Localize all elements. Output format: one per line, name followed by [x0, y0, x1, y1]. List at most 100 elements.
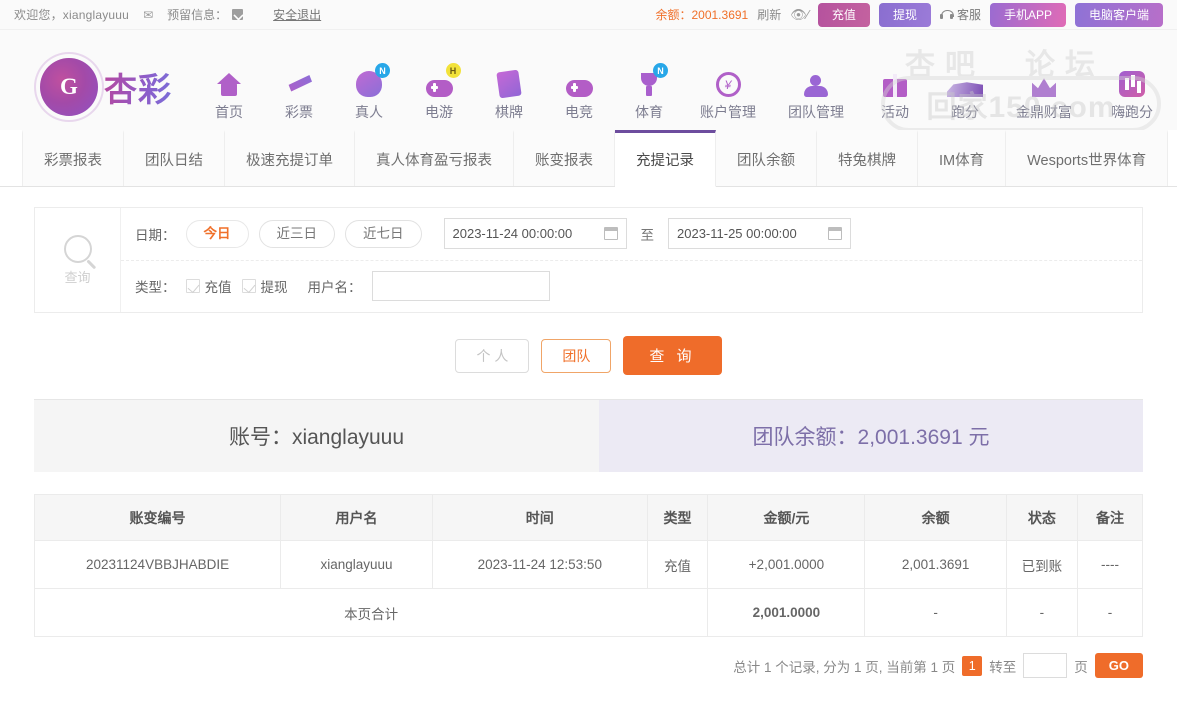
scope-personal-button[interactable]: 个 人 [455, 338, 530, 373]
refresh-link[interactable]: 刷新 [757, 8, 782, 22]
tab-wesports[interactable]: Wesports世界体育 [1006, 130, 1169, 186]
nav-label: 账户管理 [700, 104, 756, 120]
cell-total-label: 本页合计 [33, 588, 709, 637]
main-nav: 杏彩 首页 彩票 N 真人 H 电游 棋牌 电竞 N 体育 账户管理 团队管理 [0, 30, 1177, 132]
scope-team-button[interactable]: 团队 [541, 338, 612, 373]
recharge-button[interactable]: 充值 [817, 2, 870, 27]
date-range-separator: 至 [640, 227, 655, 243]
tab-team-daily[interactable]: 团队日结 [124, 130, 225, 186]
calendar-icon [603, 227, 618, 241]
coin-yen-icon [715, 67, 741, 97]
badge-new: N [653, 63, 668, 78]
cell-balance: 2,001.3691 [864, 540, 1007, 589]
table-body: 20231124VBBJHABDIE xianglayuuu 2023-11-2… [33, 540, 1143, 637]
search-fields: 日期： 今日 近三日 近七日 2023-11-24 00:00:00 至 202… [121, 208, 1142, 312]
welcome-text: 欢迎您，xianglayuuu [14, 8, 130, 22]
jump-page-input[interactable] [1023, 653, 1068, 678]
th-time: 时间 [431, 494, 648, 541]
brand-logo[interactable]: 杏彩 [40, 58, 172, 116]
crown-icon [1032, 67, 1056, 97]
pagination-current-page[interactable]: 1 [962, 655, 983, 676]
withdraw-button[interactable]: 提现 [878, 2, 931, 27]
tab-fast-deposit-withdraw-order[interactable]: 极速充提订单 [225, 130, 355, 186]
pagination-summary: 总计 1 个记录, 分为 1 页, 当前第 1 页 [733, 659, 956, 675]
checkbox-icon [241, 279, 256, 294]
nav-item-lottery[interactable]: 彩票 [270, 67, 328, 122]
envelope-icon[interactable]: ✉ [143, 7, 154, 22]
nav-label: 棋牌 [495, 104, 523, 120]
nav-item-chess[interactable]: 棋牌 [480, 67, 538, 122]
cell-status: 已到账 [1005, 540, 1079, 589]
pc-client-button[interactable]: 电脑客户端 [1074, 2, 1163, 27]
th-balance: 余额 [864, 494, 1007, 541]
date-from-input[interactable]: 2023-11-24 00:00:00 [443, 218, 627, 250]
tab-team-balance[interactable]: 团队余额 [716, 130, 817, 186]
tab-lottery-report[interactable]: 彩票报表 [22, 130, 124, 186]
jump-label: 转至 [989, 659, 1017, 675]
top-bar-right: 余额：2001.3691 刷新 👁∕ 充值 提现 客服 手机APP 电脑客户端 [655, 2, 1163, 27]
date-to-input[interactable]: 2023-11-25 00:00:00 [668, 218, 851, 250]
nav-item-activity[interactable]: 活动 [866, 67, 924, 122]
customer-service-link[interactable]: 客服 [939, 6, 981, 23]
nav-label: 团队管理 [788, 104, 844, 120]
tab-live-sports-pnl-report[interactable]: 真人体育盈亏报表 [355, 130, 514, 186]
table-head: 账变编号 用户名 时间 类型 金额/元 余额 状态 备注 [33, 494, 1143, 541]
mobile-app-button[interactable]: 手机APP [989, 2, 1066, 27]
nav-item-run-score[interactable]: 跑分 [936, 67, 994, 122]
query-button[interactable]: 查 询 [623, 336, 722, 375]
table-row: 20231124VBBJHABDIE xianglayuuu 2023-11-2… [33, 540, 1143, 589]
quick-range-7days[interactable]: 近七日 [345, 219, 422, 248]
checkbox-recharge[interactable]: 充值 [185, 276, 232, 296]
logout-link[interactable]: 安全退出 [273, 8, 322, 22]
cell-total-status: - [1005, 588, 1079, 637]
pagination: 总计 1 个记录, 分为 1 页, 当前第 1 页 1 转至 页 GO [34, 653, 1143, 678]
search-panel: 查询 日期： 今日 近三日 近七日 2023-11-24 00:00:00 至 … [34, 207, 1143, 313]
nav-label: 活动 [881, 104, 909, 120]
username-input[interactable] [371, 271, 550, 302]
nav-item-home[interactable]: 首页 [200, 67, 258, 122]
cell-type: 充值 [646, 540, 709, 589]
gamepad-icon: H [425, 63, 461, 97]
people-icon [802, 67, 830, 97]
quick-range-3days[interactable]: 近三日 [258, 219, 335, 248]
nav-item-jinding-wealth[interactable]: 金鼎财富 [1006, 67, 1082, 122]
cell-time: 2023-11-24 12:53:50 [431, 540, 648, 589]
date-to-value: 2023-11-25 00:00:00 [677, 226, 797, 242]
badge-new: N [375, 63, 390, 78]
balance-text: 余额：2001.3691 [655, 8, 749, 22]
tab-deposit-withdraw-record[interactable]: 充提记录 [615, 130, 716, 187]
top-bar: 欢迎您，xianglayuuu ✉ 预留信息： 安全退出 余额：2001.369… [0, 0, 1177, 30]
nav-label: 真人 [355, 104, 383, 120]
table-total-row: 本页合计 2,001.0000 - - - [33, 588, 1143, 637]
quick-range-today[interactable]: 今日 [185, 219, 249, 248]
reserve-info: 预留信息： [167, 6, 244, 23]
checkbox-label: 充值 [204, 280, 232, 296]
nav-item-live[interactable]: N 真人 [340, 63, 398, 122]
nav-label: 嗨跑分 [1111, 104, 1153, 120]
checkbox-withdraw[interactable]: 提现 [241, 276, 288, 296]
nav-label: 体育 [635, 104, 663, 120]
nav-item-hi-run-score[interactable]: 嗨跑分 [1094, 67, 1170, 122]
account-summary: 账号：xianglayuuu [34, 400, 599, 472]
th-status: 状态 [1005, 494, 1079, 541]
search-row-type: 类型： 充值 提现 用户名： [121, 261, 1142, 313]
nav-item-account-management[interactable]: 账户管理 [690, 67, 766, 122]
go-button[interactable]: GO [1094, 653, 1143, 678]
gift-icon [883, 67, 907, 97]
tab-im-sports[interactable]: IM体育 [918, 130, 1007, 186]
nav-item-esports[interactable]: 电竞 [550, 67, 608, 122]
th-username: 用户名 [280, 494, 433, 541]
nav-item-team-management[interactable]: 团队管理 [778, 67, 854, 122]
nav-item-sports[interactable]: N 体育 [620, 63, 678, 122]
eye-off-icon[interactable]: 👁∕ [790, 6, 809, 22]
page-content: 查询 日期： 今日 近三日 近七日 2023-11-24 00:00:00 至 … [0, 207, 1177, 678]
tab-account-change-report[interactable]: 账变报表 [514, 130, 615, 186]
team-balance-summary: 团队余额：2,001.3691 元 [599, 400, 1143, 472]
cell-amount: +2,001.0000 [707, 540, 866, 589]
pencil-icon[interactable] [232, 9, 244, 20]
home-icon [216, 67, 242, 97]
nav-item-video-game[interactable]: H 电游 [410, 63, 468, 122]
checkbox-icon [185, 279, 200, 294]
th-record-id: 账变编号 [33, 494, 282, 541]
tab-terabbit-chess[interactable]: 特兔棋牌 [817, 130, 918, 186]
